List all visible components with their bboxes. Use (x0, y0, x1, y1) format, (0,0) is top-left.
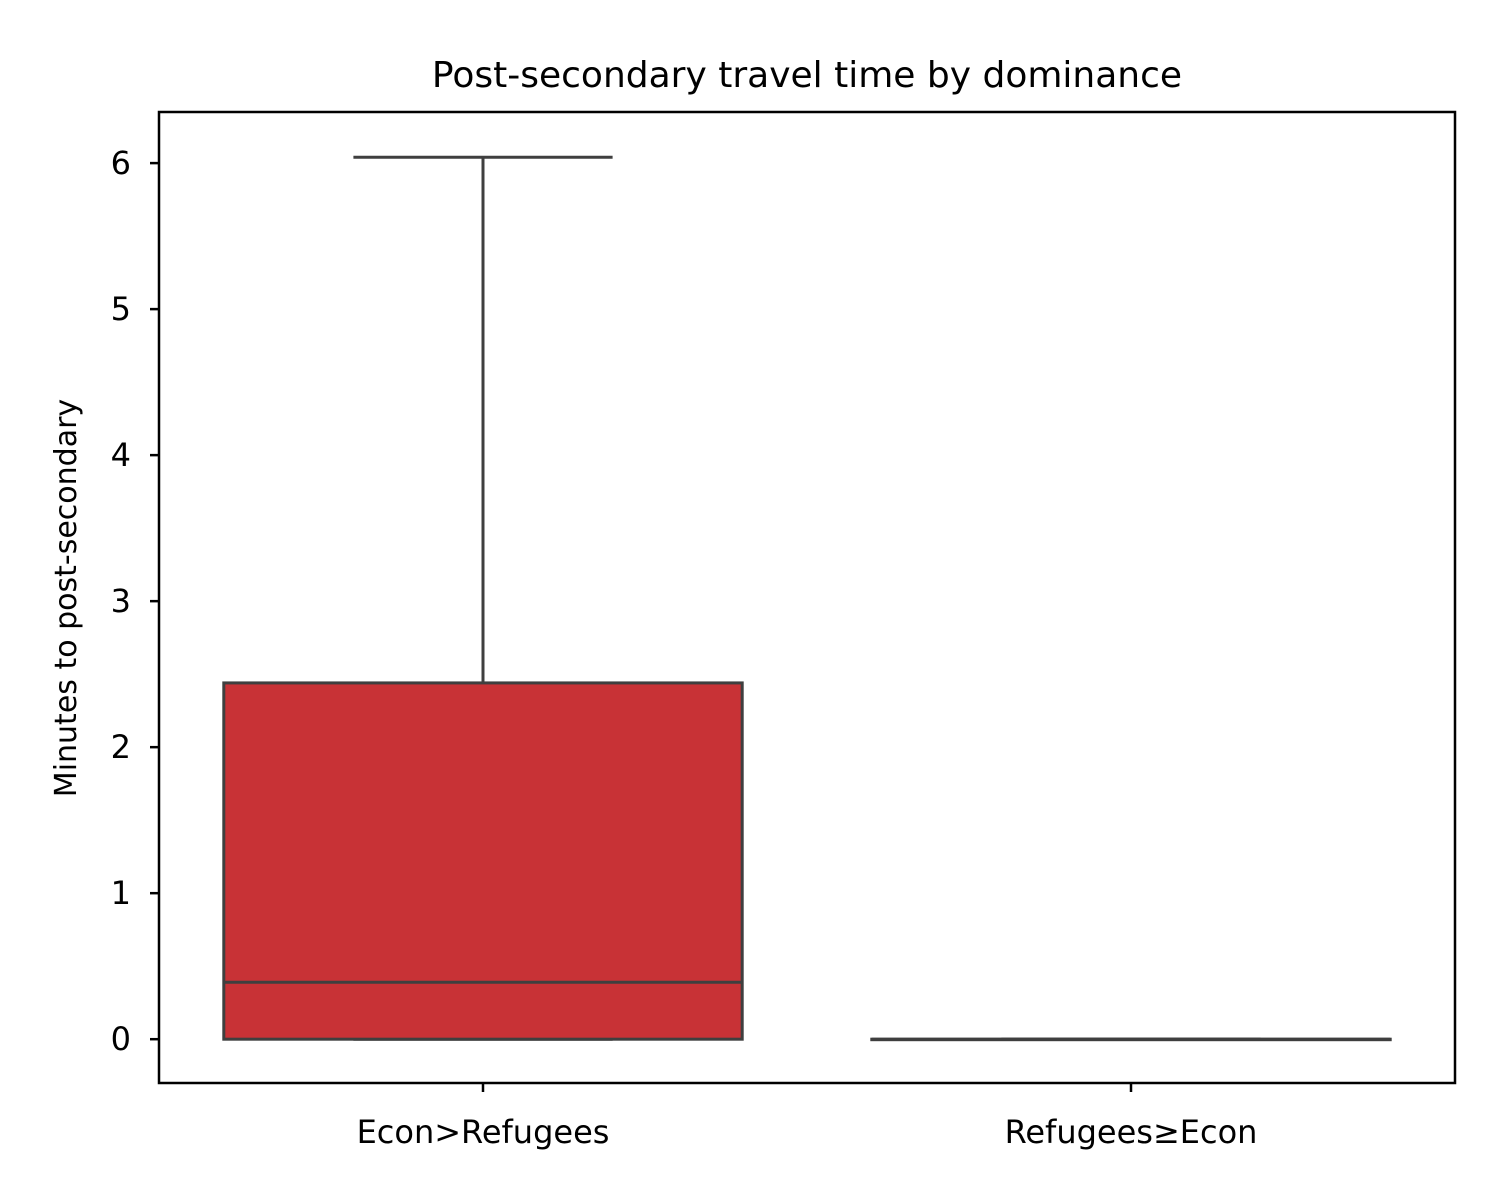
x-tick-label-0: Econ>Refugees (357, 1113, 610, 1151)
y-tick-label-4: 4 (111, 436, 131, 474)
y-tick-label-1: 1 (111, 874, 131, 912)
y-tick-label-6: 6 (111, 144, 131, 182)
y-tick-label-0: 0 (111, 1020, 131, 1058)
y-tick-label-2: 2 (111, 728, 131, 766)
box-group-1 (870, 1037, 1392, 1042)
x-tick-label-1: Refugees≥Econ (1005, 1113, 1258, 1151)
y-tick-label-5: 5 (111, 290, 131, 328)
box-group-0 (222, 155, 744, 1041)
y-axis-label: Minutes to post-secondary (49, 399, 84, 797)
plot-frame (157, 110, 1457, 1085)
y-tick-label-3: 3 (111, 582, 131, 620)
box-body (222, 681, 744, 1041)
chart-title: Post-secondary travel time by dominance (432, 55, 1182, 96)
plot-area: 0 1 2 3 4 5 6 Econ>Refugees Refugees≥Econ (111, 144, 1392, 1151)
